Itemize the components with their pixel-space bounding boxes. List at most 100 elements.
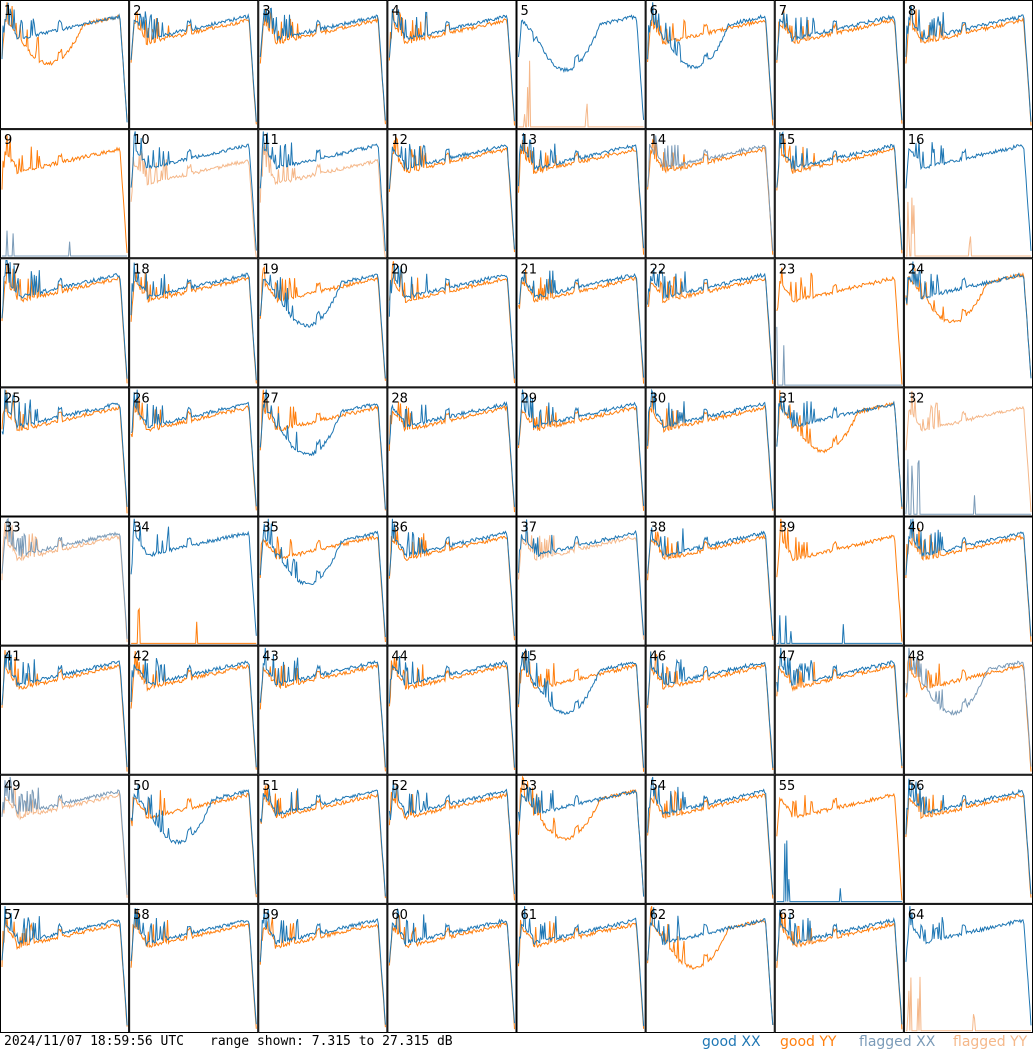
- panel-40: 40: [903, 516, 1033, 646]
- panel-47: 47: [774, 645, 904, 775]
- panel-61: 61: [516, 903, 646, 1033]
- panel-label: 7: [779, 4, 787, 19]
- panel-label: 40: [908, 521, 925, 536]
- panel-label: 14: [650, 133, 667, 148]
- panel-label: 39: [779, 521, 796, 536]
- series-xx-53: [518, 786, 645, 897]
- series-yy-41: [1, 650, 128, 772]
- panel-52: 52: [387, 774, 517, 904]
- series-yy-61: [518, 919, 645, 1029]
- panel-frame: [516, 0, 646, 130]
- panel-46: 46: [645, 645, 775, 775]
- panel-frame: [516, 387, 646, 517]
- series-yy-17: [1, 262, 128, 384]
- panel-frame: [0, 903, 130, 1033]
- panel-22: 22: [645, 258, 775, 388]
- legend-flagged-yy: flagged YY: [953, 1034, 1028, 1050]
- panel-frame: [903, 774, 1033, 904]
- panel-frame: [516, 258, 646, 388]
- series-yy-28: [388, 401, 515, 513]
- series-yy-42: [130, 650, 257, 770]
- panel-frame: [258, 903, 388, 1033]
- panel-frame: [387, 129, 517, 259]
- panel-frame: [903, 258, 1033, 388]
- panel-label: 50: [133, 779, 150, 794]
- panel-frame: [129, 516, 259, 646]
- series-xx-22: [647, 268, 774, 380]
- panel-50: 50: [129, 774, 259, 904]
- panel-label: 19: [262, 262, 279, 277]
- series-xx-55: [776, 840, 902, 903]
- series-yy-5: [518, 60, 644, 128]
- panel-28: 28: [387, 387, 517, 517]
- series-xx-20: [388, 263, 515, 379]
- panel-label: 4: [391, 4, 399, 19]
- series-yy-32: [905, 390, 1032, 513]
- panel-label: 59: [262, 908, 279, 923]
- panel-frame: [903, 129, 1033, 259]
- series-xx-41: [1, 651, 128, 768]
- panel-label: 34: [133, 521, 150, 536]
- series-yy-7: [776, 9, 903, 124]
- panel-26: 26: [129, 387, 259, 517]
- series-yy-12: [388, 136, 515, 253]
- panel-label: 25: [4, 391, 21, 406]
- series-xx-29: [518, 389, 645, 507]
- series-xx-60: [388, 908, 515, 1024]
- series-xx-30: [647, 388, 774, 509]
- panel-60: 60: [387, 903, 517, 1033]
- panel-55: 55: [774, 774, 904, 904]
- panel-label: 30: [650, 391, 667, 406]
- series-xx-28: [388, 401, 515, 507]
- panel-16: 16: [903, 129, 1033, 259]
- panel-20: 20: [387, 258, 517, 388]
- series-yy-54: [647, 786, 774, 899]
- series-yy-10: [130, 150, 257, 258]
- series-xx-44: [388, 655, 515, 768]
- panel-frame: [129, 258, 259, 388]
- panel-label: 24: [908, 262, 925, 277]
- panel-frame: [258, 645, 388, 775]
- panel-label: 5: [521, 4, 529, 19]
- series-yy-11: [259, 143, 386, 258]
- series-xx-25: [1, 389, 128, 507]
- panel-7: 7: [774, 0, 904, 130]
- panel-label: 1: [4, 4, 12, 19]
- legend-good-yy: good YY: [780, 1034, 837, 1050]
- panel-frame: [774, 645, 904, 775]
- panel-label: 56: [908, 779, 925, 794]
- panel-3: 3: [258, 0, 388, 130]
- panel-label: 63: [779, 908, 796, 923]
- footer: 2024/11/07 18:59:56 UTC range shown: 7.3…: [0, 1033, 1033, 1053]
- panel-49: 49: [0, 774, 130, 904]
- series-xx-46: [647, 651, 774, 768]
- panel-19: 19: [258, 258, 388, 388]
- series-yy-63: [776, 912, 903, 1030]
- panel-2: 2: [129, 0, 259, 130]
- series-xx-39: [776, 615, 902, 644]
- series-xx-40: [905, 518, 1032, 637]
- series-xx-59: [259, 908, 386, 1025]
- panel-frame: [516, 516, 646, 646]
- panel-label: 46: [650, 650, 667, 665]
- panel-frame: [645, 774, 775, 904]
- panel-frame: [645, 516, 775, 646]
- panel-label: 45: [521, 650, 538, 665]
- panel-frame: [0, 645, 130, 775]
- series-yy-1: [1, 2, 128, 120]
- panel-62: 62: [645, 903, 775, 1033]
- panel-frame: [258, 516, 388, 646]
- panel-frame: [774, 516, 904, 646]
- panel-35: 35: [258, 516, 388, 646]
- series-yy-16: [905, 197, 1031, 257]
- series-xx-63: [776, 909, 903, 1025]
- panel-frame: [387, 258, 517, 388]
- panel-43: 43: [258, 645, 388, 775]
- series-yy-20: [388, 261, 515, 384]
- panel-41: 41: [0, 645, 130, 775]
- panel-14: 14: [645, 129, 775, 259]
- series-xx-42: [130, 657, 257, 768]
- panel-63: 63: [774, 903, 904, 1033]
- series-xx-33: [1, 517, 128, 639]
- series-xx-47: [776, 647, 903, 766]
